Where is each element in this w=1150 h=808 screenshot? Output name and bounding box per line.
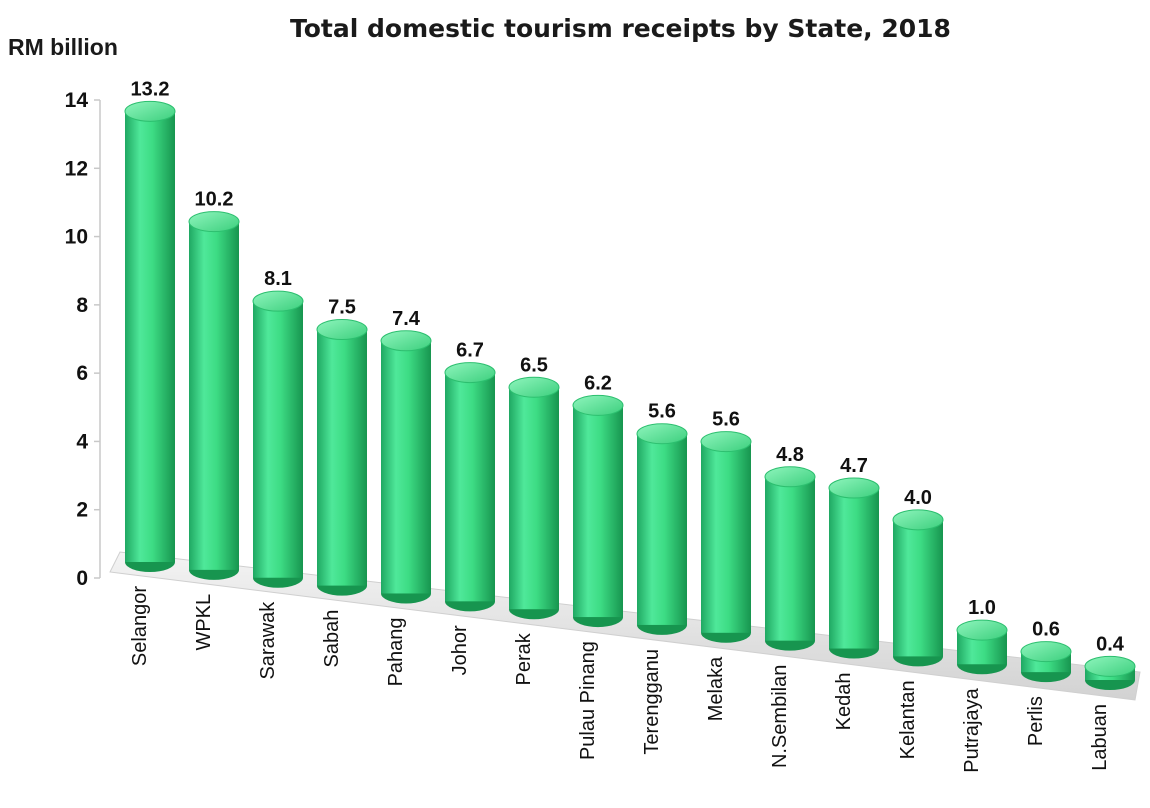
bar bbox=[124, 100, 176, 572]
bar bbox=[444, 362, 496, 612]
category-label: Johor bbox=[449, 625, 471, 675]
bar bbox=[316, 319, 368, 596]
data-label: 5.6 bbox=[648, 401, 676, 423]
y-tick-label: 14 bbox=[65, 89, 89, 112]
bar bbox=[828, 477, 880, 659]
data-label: 7.4 bbox=[392, 308, 421, 330]
bar-body bbox=[765, 476, 815, 641]
category-label: Melaka bbox=[705, 656, 727, 721]
category-label: Kedah bbox=[833, 673, 855, 731]
category-label: Labuan bbox=[1089, 704, 1111, 771]
data-label: 1.0 bbox=[968, 597, 996, 619]
bar bbox=[892, 509, 944, 667]
bar-body bbox=[829, 488, 879, 649]
bar-body bbox=[317, 329, 367, 586]
bar-top bbox=[380, 330, 432, 352]
data-label: 8.1 bbox=[264, 268, 292, 290]
bar-body bbox=[253, 301, 303, 578]
data-label: 10.2 bbox=[195, 189, 234, 211]
category-label: Selangor bbox=[129, 586, 151, 666]
bar-body bbox=[701, 441, 751, 633]
bar-body bbox=[445, 372, 495, 602]
bar bbox=[1020, 641, 1072, 683]
bar bbox=[636, 423, 688, 635]
category-label: Perlis bbox=[1025, 696, 1047, 746]
y-tick-label: 10 bbox=[65, 226, 88, 249]
bar-top bbox=[316, 319, 368, 341]
y-axis-unit-label: RM billion bbox=[8, 34, 118, 60]
bar-body bbox=[509, 387, 559, 610]
y-tick-label: 2 bbox=[76, 499, 88, 522]
data-label: 0.4 bbox=[1096, 633, 1125, 655]
bar bbox=[700, 431, 752, 643]
bar bbox=[188, 211, 240, 580]
bar-top bbox=[252, 290, 304, 312]
bar-top bbox=[636, 423, 688, 445]
data-label: 5.6 bbox=[712, 409, 740, 431]
chart-floor bbox=[109, 551, 1141, 701]
data-label: 0.6 bbox=[1032, 619, 1060, 641]
bar-top bbox=[956, 619, 1008, 641]
bar-body bbox=[189, 221, 239, 570]
bar-body bbox=[637, 433, 687, 625]
category-label: WPKL bbox=[193, 594, 215, 651]
bar-top bbox=[508, 376, 560, 398]
bar bbox=[508, 376, 560, 620]
category-label: Perak bbox=[513, 632, 535, 685]
chart-title: Total domestic tourism receipts by State… bbox=[290, 14, 951, 43]
bar-body bbox=[125, 111, 175, 563]
data-label: 4.8 bbox=[776, 444, 804, 466]
y-tick-label: 0 bbox=[76, 567, 88, 590]
bar bbox=[380, 330, 432, 604]
bar-top bbox=[1020, 641, 1072, 663]
category-label: Pulau Pinang bbox=[577, 641, 599, 760]
data-label: 4.0 bbox=[904, 487, 932, 509]
data-label: 13.2 bbox=[131, 78, 170, 100]
bar-body bbox=[381, 340, 431, 594]
data-label: 6.7 bbox=[456, 340, 484, 362]
bar-top bbox=[892, 509, 944, 531]
bar bbox=[252, 290, 304, 588]
data-label: 6.2 bbox=[584, 372, 612, 394]
bar-body bbox=[893, 519, 943, 657]
bar-top bbox=[764, 466, 816, 488]
category-label: Putrajaya bbox=[961, 687, 983, 772]
bar-top bbox=[124, 100, 176, 122]
bar bbox=[956, 619, 1008, 675]
bar-top bbox=[572, 394, 624, 416]
category-label: N.Sembilan bbox=[769, 665, 791, 768]
y-tick-label: 8 bbox=[76, 294, 88, 317]
data-label: 7.5 bbox=[328, 297, 356, 319]
bar-top bbox=[444, 362, 496, 384]
bar bbox=[572, 394, 624, 628]
bar-top bbox=[1084, 655, 1136, 677]
category-label: Kelantan bbox=[897, 680, 919, 759]
bar-top bbox=[188, 211, 240, 233]
bar-top bbox=[700, 431, 752, 453]
category-label: Terengganu bbox=[641, 649, 663, 755]
bar bbox=[1084, 655, 1136, 690]
category-label: Pahang bbox=[385, 617, 407, 686]
bar bbox=[764, 466, 816, 651]
category-label: Sarawak bbox=[257, 601, 279, 680]
bar-top bbox=[828, 477, 880, 499]
y-tick-label: 4 bbox=[76, 430, 88, 453]
bar-body bbox=[573, 405, 623, 618]
y-tick-label: 12 bbox=[65, 157, 88, 180]
data-label: 4.7 bbox=[840, 455, 868, 477]
data-label: 6.5 bbox=[520, 354, 548, 376]
y-tick-label: 6 bbox=[76, 362, 88, 385]
category-label: Sabah bbox=[321, 610, 343, 668]
